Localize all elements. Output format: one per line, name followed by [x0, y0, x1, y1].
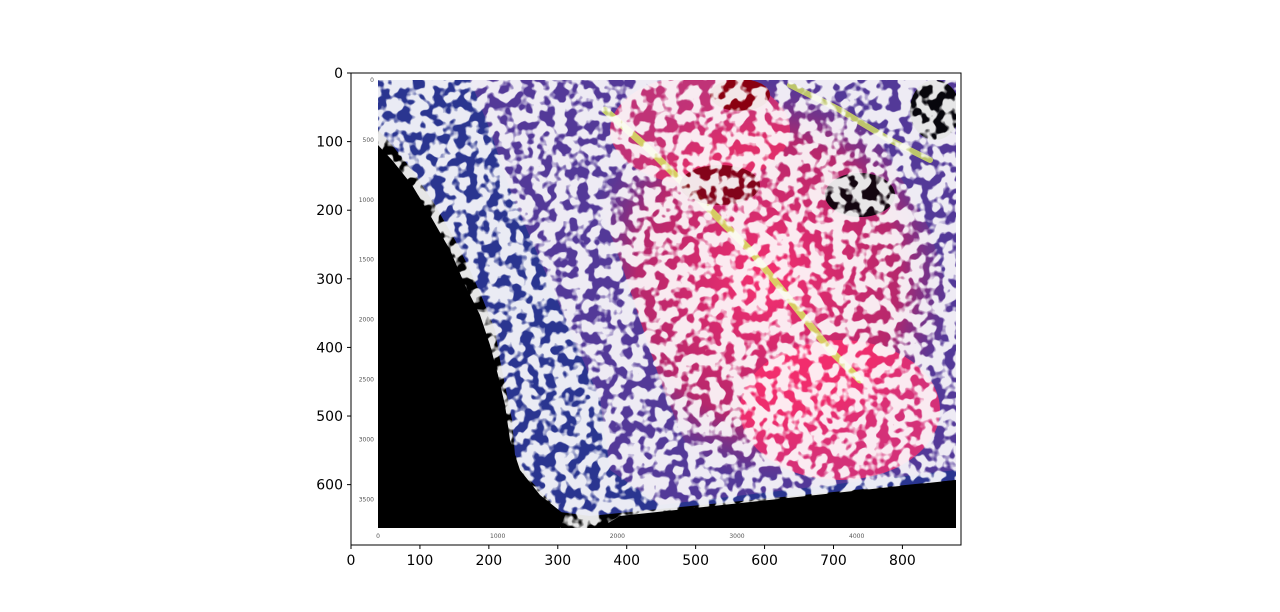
- inner-y-tick-label: 1000: [359, 197, 374, 204]
- inner-y-tick-labels: 0 500 1000 1500 2000 2500 3000 3500: [359, 77, 374, 503]
- x-tick-label: 0: [347, 553, 356, 569]
- inner-y-tick-label: 3000: [359, 436, 374, 443]
- inner-x-tick-labels: 0 1000 2000 3000 4000: [376, 533, 864, 540]
- y-axis-ticks: 0 100 200 300 400 500 600: [316, 66, 351, 494]
- y-tick-label: 600: [316, 478, 343, 494]
- y-tick-label: 500: [316, 409, 343, 425]
- satellite-image: [378, 80, 956, 528]
- inner-y-tick-label: 2000: [359, 317, 374, 324]
- x-tick-label: 100: [407, 553, 434, 569]
- x-axis-ticks: 0 100 200 300 400 500 600 700 800: [347, 545, 916, 569]
- x-tick-label: 200: [475, 553, 502, 569]
- inner-y-tick-label: 1500: [359, 257, 374, 264]
- y-tick-label: 400: [316, 340, 343, 356]
- no-data-wedge: [600, 480, 956, 528]
- inner-x-tick-label: 0: [376, 533, 380, 540]
- inner-y-tick-label: 2500: [359, 376, 374, 383]
- inner-y-tick-label: 0: [370, 77, 374, 84]
- x-tick-label: 800: [889, 553, 916, 569]
- inner-x-tick-label: 1000: [490, 533, 505, 540]
- y-tick-label: 300: [316, 272, 343, 288]
- y-tick-label: 0: [334, 66, 343, 82]
- y-tick-label: 200: [316, 203, 343, 219]
- x-tick-label: 300: [544, 553, 571, 569]
- inner-x-tick-label: 3000: [729, 533, 744, 540]
- y-tick-label: 100: [316, 135, 343, 151]
- x-tick-label: 600: [751, 553, 778, 569]
- inner-x-tick-label: 2000: [610, 533, 625, 540]
- inner-y-tick-label: 3500: [359, 496, 374, 503]
- inner-x-tick-label: 4000: [849, 533, 864, 540]
- x-tick-label: 400: [613, 553, 640, 569]
- inner-y-tick-label: 500: [363, 137, 375, 144]
- ocean: [378, 145, 565, 528]
- x-tick-label: 500: [682, 553, 709, 569]
- x-tick-label: 700: [820, 553, 847, 569]
